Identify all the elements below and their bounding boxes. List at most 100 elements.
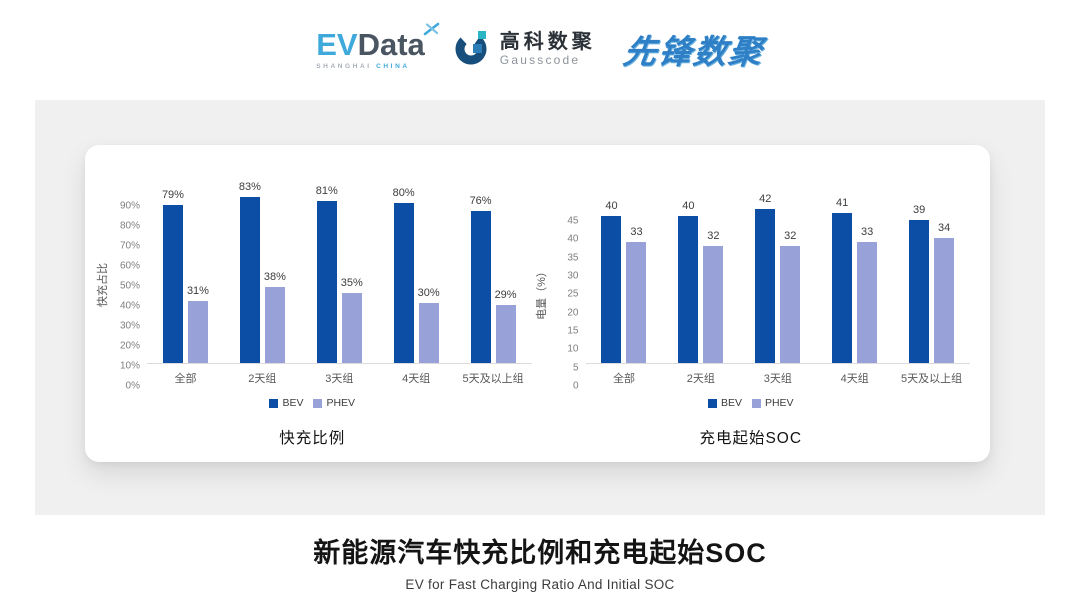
legend-label: BEV [720,397,742,409]
phev-bar: 29% [495,289,517,363]
bev-bar: 41 [832,197,853,363]
legend-swatch-icon [707,398,717,408]
data-label: 39 [912,204,926,216]
evdata-ev-text: EV [316,26,358,62]
data-label: 29% [494,289,517,301]
y-tick-label: 45 [567,215,579,227]
data-label: 32 [784,229,797,242]
x-category-label: 3天组 [325,373,354,385]
legend-swatch-icon [269,398,279,408]
bev-bar: 83% [239,181,261,363]
evdata-wordmark: EV Data [316,29,425,60]
data-label: 35% [340,277,363,289]
y-axis-title: 电量（%） [532,266,550,320]
bar-group: 80% 30% [378,187,455,363]
y-tick-label: 20 [567,307,579,319]
main-title: 新能源汽车快充比例和充电起始SOC [313,538,767,568]
bev-bar: 79% [162,189,184,363]
x-category-label: 5天及以上组 [901,373,963,385]
data-label: 41 [836,196,849,209]
y-tick-label: 90% [119,200,140,212]
evdata-china-text: CHINA [376,62,410,70]
data-label: 83% [238,181,261,193]
chart-panel: 快充占比 90% 80% 70% 60% 50% 40% 30% 20% 10% 0% 79% 31% 8… [35,100,1045,515]
x-category-label: 2天组 [248,373,277,385]
y-tick-label: 30 [567,270,579,282]
data-label: 76% [469,195,492,207]
header-logos: EV Data SHANGHAI CHINA 高科数聚 Gausscode 先锋数… [0,16,1080,82]
y-tick-label: 80% [119,220,140,232]
y-axis-ticks: 45 40 35 30 25 20 15 10 5 0 [550,216,586,392]
phev-bar: 32 [780,230,801,363]
pioneer-logo: 先锋数聚 [620,33,767,70]
evdata-logo: EV Data SHANGHAI CHINA [316,22,440,70]
legend: BEV PHEV [93,397,532,409]
bar-group: 83% 38% [224,181,301,363]
bar-group: 39 34 [893,204,970,363]
chart-title: 充电起始SOC [699,430,803,447]
y-tick-label: 30% [119,320,140,332]
data-label: 40 [682,200,695,213]
bar-group: 76% 29% [455,195,532,363]
evdata-shanghai-text: SHANGHAI [316,62,372,70]
x-category-label: 4天组 [840,373,869,385]
plot-column: 79% 31% 83% 38% 81% 35% 80% 30% 76% 29% 全部 2天组 3天组 4天… [147,181,532,386]
evdata-spark-icon [423,21,441,44]
data-label: 42 [759,193,772,205]
phev-bar: 32 [703,230,724,363]
chart-fast-charging-ratio: 快充占比 90% 80% 70% 60% 50% 40% 30% 20% 10% 0% 79% 31% 8… [93,163,532,448]
subtitle: EV for Fast Charging Ratio And Initial S… [405,577,675,592]
x-category-label: 3天组 [763,373,792,385]
data-label: 32 [707,229,720,242]
legend-item: BEV [269,397,303,409]
phev-bar: 33 [626,226,647,363]
legend-item: PHEV [751,397,794,409]
bar-group: 79% 31% [147,189,224,363]
legend: BEV PHEV [532,397,971,409]
gausscode-text: 高科数聚 Gausscode [500,31,596,68]
chart-card: 快充占比 90% 80% 70% 60% 50% 40% 30% 20% 10% 0% 79% 31% 8… [85,145,990,462]
footer-title-block: 新能源汽车快充比例和充电起始SOC EV for Fast Charging R… [0,531,1080,592]
gausscode-cn-text: 高科数聚 [499,30,596,53]
data-label: 33 [630,226,643,238]
bev-bar: 42 [755,193,776,363]
data-label: 80% [392,187,415,199]
bev-bar: 39 [909,204,930,363]
chart-grid: 快充占比 90% 80% 70% 60% 50% 40% 30% 20% 10% 0% 79% 31% 8… [93,181,532,392]
y-tick-label: 60% [119,260,140,272]
legend-label: PHEV [326,397,356,409]
bar-group: 40 32 [662,200,739,363]
data-label: 30% [417,287,440,299]
bev-bar: 40 [601,200,622,363]
data-label: 79% [161,189,184,201]
chart-grid: 电量（%） 45 40 35 30 25 20 15 10 5 0 40 33 40 32 42 32 41 33 3… [532,193,971,392]
y-tick-label: 10% [119,360,140,372]
y-axis-title: 快充占比 [93,263,111,307]
y-tick-label: 40 [567,233,579,245]
legend-item: BEV [707,397,742,409]
data-label: 81% [315,185,338,197]
legend-swatch-icon [313,398,323,408]
plot-column: 40 33 40 32 42 32 41 33 39 34 全部 2天组 3天组 4天组 5天及以上组 [585,193,971,386]
bev-bar: 40 [678,200,699,363]
y-tick-label: 40% [119,300,140,312]
legend-swatch-icon [751,398,761,408]
y-axis-title-text: 电量（%） [535,265,548,320]
y-tick-label: 70% [119,240,140,252]
evdata-data-text: Data [357,26,425,62]
phev-bar: 31% [187,285,209,363]
x-axis-labels: 全部 2天组 3天组 4天组 5天及以上组 [586,370,971,386]
gausscode-g-icon [453,28,491,71]
data-label: 38% [263,271,286,283]
data-label: 31% [186,285,209,297]
y-tick-label: 0 [572,380,579,392]
x-category-label: 全部 [174,373,197,385]
x-axis-labels: 全部 2天组 3天组 4天组 5天及以上组 [147,370,532,386]
y-tick-label: 35 [567,252,579,264]
data-label: 40 [605,200,618,213]
y-tick-label: 10 [567,343,579,355]
legend-item: PHEV [313,397,355,409]
y-tick-label: 20% [119,340,140,352]
gausscode-logo: 高科数聚 Gausscode [453,28,596,71]
plot-area: 79% 31% 83% 38% 81% 35% 80% 30% 76% 29% [147,181,532,364]
